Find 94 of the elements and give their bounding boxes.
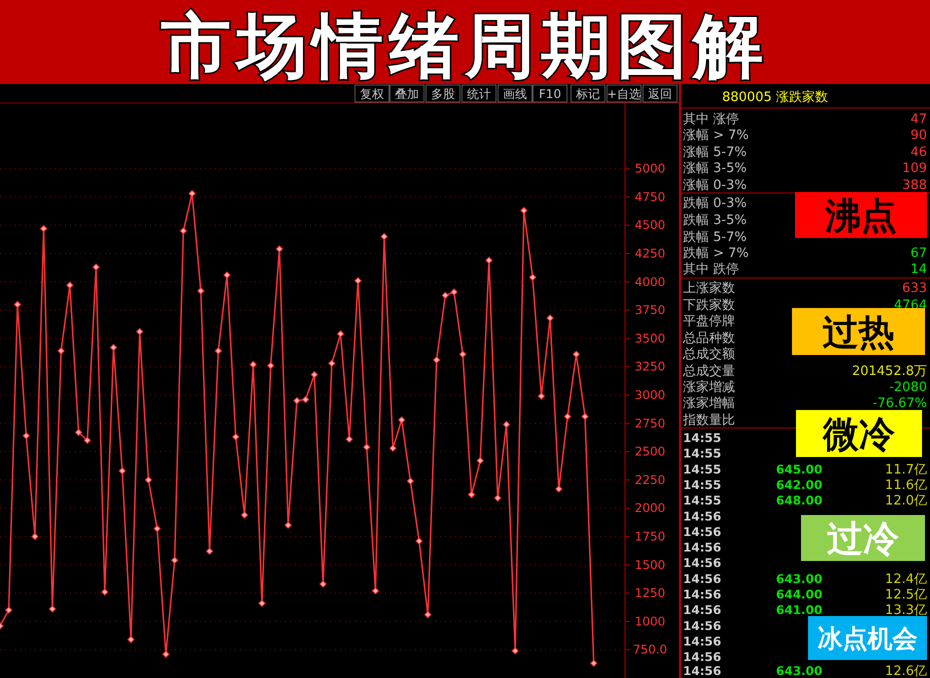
y-tick-label: 4000 bbox=[634, 274, 666, 289]
y-tick-label: 3000 bbox=[634, 388, 666, 402]
text: 12.5亿 bbox=[885, 588, 927, 602]
text: 12.0亿 bbox=[885, 494, 927, 509]
text: 跌幅 3-5% bbox=[683, 213, 747, 228]
text: 14:56 bbox=[683, 540, 722, 555]
text: 上涨家数 bbox=[683, 280, 735, 296]
text: 12.6亿 bbox=[885, 664, 927, 678]
text: 14:56 bbox=[683, 524, 722, 539]
text: 涨幅 0-3% bbox=[683, 178, 747, 193]
text: 跌幅 5-7% bbox=[683, 230, 747, 245]
text: 643.00 bbox=[776, 664, 822, 678]
text: 201452.8万 bbox=[852, 364, 927, 379]
text: 643.00 bbox=[776, 572, 822, 586]
text: 指数量比 bbox=[682, 413, 735, 428]
text: 14:56 bbox=[683, 650, 722, 664]
text: 14:55 bbox=[683, 478, 722, 492]
text: 14:55 bbox=[683, 431, 722, 445]
text: 880005 涨跌家数 bbox=[722, 89, 828, 105]
text: 跌幅 0-3% bbox=[683, 196, 747, 211]
y-tick-label: 5000 bbox=[634, 162, 666, 176]
text: -76.67% bbox=[872, 396, 927, 411]
text: 14:55 bbox=[683, 446, 722, 461]
text: 14:56 bbox=[683, 664, 722, 678]
text: 14:56 bbox=[683, 509, 722, 524]
y-tick-label: 2500 bbox=[634, 444, 666, 459]
text: 644.00 bbox=[776, 588, 822, 602]
text: 67 bbox=[910, 246, 927, 261]
y-tick-label: 4500 bbox=[634, 218, 666, 232]
text: 涨家增减 bbox=[683, 379, 735, 395]
text: 统计 bbox=[467, 87, 491, 101]
text: 标记 bbox=[575, 87, 600, 101]
text: 14:55 bbox=[683, 462, 722, 476]
text: 642.00 bbox=[776, 478, 822, 492]
y-tick-label: 1750 bbox=[634, 530, 666, 544]
y-tick-label: 1500 bbox=[634, 558, 666, 572]
text: 多股 bbox=[431, 87, 455, 101]
y-tick-label: 4250 bbox=[634, 246, 666, 261]
text: 总成交额 bbox=[682, 346, 735, 362]
y-tick-label: 2250 bbox=[634, 472, 666, 487]
text: 645.00 bbox=[776, 462, 822, 476]
text: 涨幅 3-5% bbox=[683, 161, 747, 176]
text: 返回 bbox=[648, 87, 672, 101]
y-tick-label: 2000 bbox=[634, 501, 666, 516]
text: 总成交量 bbox=[682, 363, 735, 379]
text: 47 bbox=[910, 112, 927, 127]
text: 涨幅 > 7% bbox=[683, 128, 749, 143]
text: 14:55 bbox=[683, 494, 722, 508]
text: 14:56 bbox=[683, 634, 722, 648]
text: 画线 bbox=[503, 87, 527, 101]
text: F10 bbox=[538, 87, 562, 101]
text: 14:56 bbox=[683, 588, 722, 602]
text: +自选 bbox=[606, 87, 642, 101]
text: 11.6亿 bbox=[885, 478, 927, 493]
text: 平盘停牌 bbox=[683, 314, 735, 329]
y-tick-label: 4750 bbox=[634, 190, 666, 204]
text: 14:56 bbox=[683, 556, 722, 570]
text: 14:56 bbox=[683, 603, 722, 618]
text: 沸点 bbox=[824, 196, 897, 237]
text: 109 bbox=[902, 161, 927, 176]
text: 648.00 bbox=[776, 494, 822, 508]
text: 46 bbox=[910, 145, 927, 160]
text: 其中 跌停 bbox=[683, 262, 740, 277]
text: 14 bbox=[910, 262, 927, 277]
text: 388 bbox=[902, 178, 927, 193]
text: 冰点机会 bbox=[818, 624, 918, 653]
y-tick-label: 750.0 bbox=[632, 642, 668, 657]
text: 涨幅 5-7% bbox=[683, 145, 747, 160]
text: -2080 bbox=[889, 380, 927, 395]
text: 11.7亿 bbox=[885, 462, 927, 478]
text: 633 bbox=[902, 281, 927, 296]
text: 微冷 bbox=[822, 414, 896, 456]
text: 涨家增幅 bbox=[683, 395, 735, 411]
text: 14:56 bbox=[683, 618, 722, 633]
y-tick-label: 1250 bbox=[634, 586, 666, 600]
text: 12.4亿 bbox=[885, 572, 927, 587]
text: 跌幅 > 7% bbox=[683, 246, 749, 261]
text: 过热 bbox=[822, 312, 894, 354]
text: 总品种数 bbox=[682, 331, 735, 346]
y-tick-label: 1000 bbox=[634, 614, 666, 628]
text: 叠加 bbox=[395, 87, 419, 101]
chart-title: 市场情绪周期图解 bbox=[160, 5, 769, 87]
y-tick-label: 2750 bbox=[634, 416, 666, 430]
y-tick-label: 3750 bbox=[634, 303, 666, 318]
y-tick-label: 3250 bbox=[634, 360, 666, 374]
text: 下跌家数 bbox=[683, 297, 735, 313]
y-tick-label: 3500 bbox=[634, 331, 666, 346]
text: 13.3亿 bbox=[885, 603, 927, 618]
text: 复权 bbox=[360, 87, 384, 101]
text: 90 bbox=[910, 128, 927, 143]
text: 14:56 bbox=[683, 572, 722, 586]
text: 其中 涨停 bbox=[683, 112, 740, 127]
text: 641.00 bbox=[776, 603, 822, 618]
text: 过冷 bbox=[827, 518, 900, 560]
